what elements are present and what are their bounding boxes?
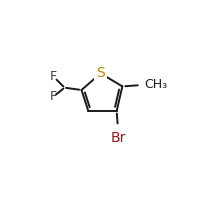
Text: F: F: [50, 70, 57, 83]
Text: S: S: [96, 66, 105, 80]
Text: CH₃: CH₃: [144, 78, 167, 91]
Text: F: F: [49, 90, 57, 103]
Text: Br: Br: [110, 131, 126, 145]
